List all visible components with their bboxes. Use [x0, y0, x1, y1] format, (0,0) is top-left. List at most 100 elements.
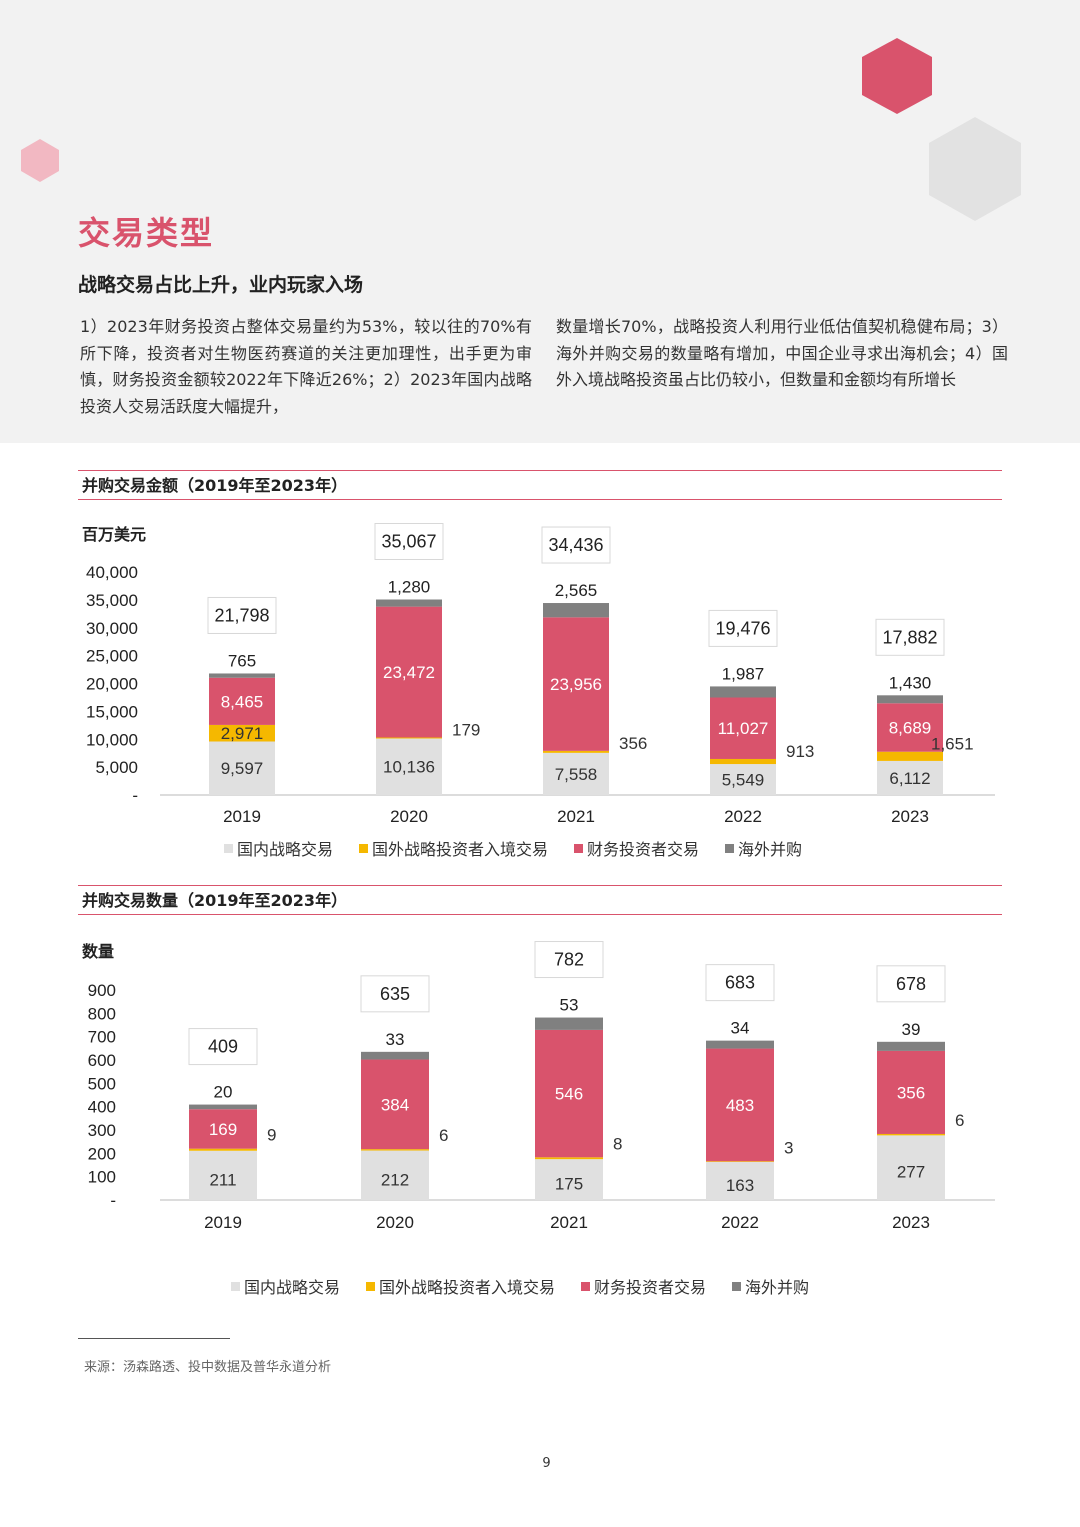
data-label: 1,651	[931, 735, 974, 754]
y-tick-label: 35,000	[86, 591, 138, 610]
bar-segment	[877, 703, 943, 752]
bar-segment	[376, 738, 442, 795]
bar-segment	[535, 1017, 603, 1030]
data-label: 10,136	[383, 758, 435, 777]
bar-segment	[189, 1150, 257, 1200]
x-tick-label: 2023	[892, 1213, 930, 1232]
data-label: 483	[726, 1096, 754, 1115]
bar-segment	[376, 606, 442, 738]
bar-segment	[376, 737, 442, 739]
legend-item: 国内战略交易	[231, 1274, 340, 1298]
paragraph-right: 数量增长70%，战略投资人利用行业低估值契机稳健布局；3）海外并购交易的数量略有…	[556, 317, 1008, 389]
y-tick-label: 5,000	[95, 758, 138, 777]
legend-swatch	[725, 843, 735, 853]
total-label: 635	[380, 984, 410, 1004]
bar-segment	[706, 1048, 774, 1162]
total-box	[708, 609, 778, 647]
chart-title: 并购交易金额（2019年至2023年）	[78, 470, 1002, 500]
data-label: 6	[439, 1126, 448, 1145]
total-label: 678	[896, 974, 926, 994]
y-tick-label: 600	[88, 1051, 116, 1070]
total-label: 683	[725, 973, 755, 993]
total-label: 21,798	[214, 605, 269, 625]
y-tick-label: 25,000	[86, 647, 138, 666]
bar-segment	[710, 758, 776, 765]
legend-item: 国内战略交易	[224, 836, 333, 860]
total-box	[207, 596, 277, 634]
data-label: 34	[731, 1019, 750, 1038]
y-tick-label: 800	[88, 1004, 116, 1023]
total-box	[374, 523, 444, 561]
legend-item: 海外并购	[725, 836, 802, 860]
data-label: 179	[452, 720, 480, 739]
bar-segment	[877, 751, 943, 761]
page-number: 9	[542, 1456, 551, 1471]
data-label: 2,971	[221, 724, 264, 743]
page-title: 交易类型	[78, 214, 215, 252]
bar-segment	[361, 1150, 429, 1200]
bar-segment	[710, 764, 776, 795]
bar-segment	[543, 752, 609, 795]
bar-segment	[535, 1159, 603, 1200]
bar-segment	[361, 1051, 429, 1060]
bar-segment	[877, 1133, 945, 1136]
total-box	[360, 975, 430, 1013]
data-label: 6,112	[889, 769, 930, 788]
chart-legend: 国内战略交易 国外战略投资者入境交易 财务投资者交易 海外并购	[224, 836, 802, 860]
x-tick-label: 2019	[223, 807, 261, 826]
x-tick-label: 2022	[721, 1213, 759, 1232]
data-label: 8,689	[889, 719, 932, 738]
data-label: 20	[214, 1083, 233, 1102]
x-tick-label: 2021	[557, 807, 595, 826]
bar-segment	[543, 750, 609, 753]
y-axis-label: 数量	[82, 942, 115, 961]
x-tick-label: 2023	[891, 807, 929, 826]
x-tick-label: 2019	[204, 1213, 242, 1232]
data-label: 5,549	[722, 771, 765, 790]
legend-swatch	[574, 843, 584, 853]
chart-legend: 国内战略交易 国外战略投资者入境交易 财务投资者交易 海外并购	[231, 1274, 809, 1298]
y-tick-label: 20,000	[86, 675, 138, 694]
total-box	[705, 964, 775, 1002]
y-tick-label: 500	[88, 1074, 116, 1093]
page-subtitle: 战略交易占比上升，业内玩家入场	[78, 274, 364, 296]
legend-label: 国外战略投资者入境交易	[372, 840, 549, 859]
bar-segment	[361, 1149, 429, 1151]
data-label: 356	[897, 1083, 925, 1102]
bar-segment	[535, 1157, 603, 1160]
data-label: 11,027	[718, 719, 769, 738]
total-box	[534, 941, 604, 979]
bar-segment	[706, 1161, 774, 1162]
y-tick-label: 30,000	[86, 619, 138, 638]
data-label: 8	[613, 1134, 622, 1153]
bar-segment	[535, 1029, 603, 1158]
data-label: 1,280	[388, 578, 431, 597]
bar-segment	[543, 603, 609, 618]
bar-segment	[877, 695, 943, 704]
bar-segment	[877, 1050, 945, 1134]
data-label: 53	[560, 996, 579, 1015]
x-tick-label: 2020	[376, 1213, 414, 1232]
total-label: 34,436	[548, 535, 603, 555]
data-label: 1,987	[722, 664, 765, 683]
total-label: 35,067	[381, 532, 436, 552]
total-box	[188, 1028, 258, 1066]
bar-segment	[376, 599, 442, 607]
data-label: 277	[897, 1163, 925, 1182]
x-tick-label: 2020	[390, 807, 428, 826]
data-label: 33	[386, 1030, 405, 1049]
total-label: 782	[554, 950, 584, 970]
bar-segment	[877, 1041, 945, 1051]
legend-label: 国内战略交易	[237, 840, 334, 859]
bar-segment	[877, 760, 943, 795]
bar-segment	[189, 1148, 257, 1151]
bar-segment	[706, 1040, 774, 1049]
legend-label: 国内战略交易	[244, 1278, 341, 1297]
legend-label: 财务投资者交易	[594, 1278, 707, 1297]
legend-label: 海外并购	[745, 1278, 810, 1297]
y-tick-label: 200	[88, 1144, 116, 1163]
legend-item: 海外并购	[732, 1274, 809, 1298]
legend-swatch	[231, 1281, 240, 1291]
source-note: 来源：汤森路透、投中数据及普华永道分析	[84, 1360, 332, 1375]
data-label: 39	[902, 1020, 921, 1039]
